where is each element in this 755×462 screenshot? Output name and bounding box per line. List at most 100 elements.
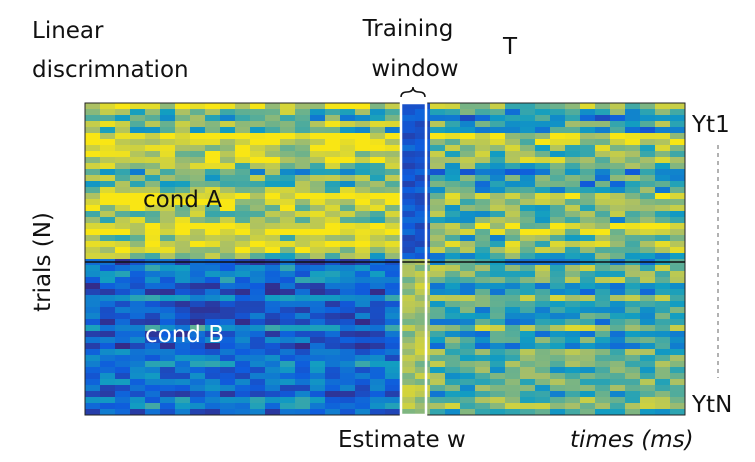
heat-cell [490,169,506,176]
heat-cell [610,169,626,176]
heat-cell [640,181,656,188]
heat-cell [100,163,116,170]
heat-cell [205,205,221,212]
heat-cell [445,109,461,116]
heat-cell [505,283,521,290]
heat-cell [415,271,431,278]
heat-cell [145,289,161,296]
heat-cell [400,379,416,386]
heat-cell [475,157,491,164]
heat-cell [220,307,236,314]
heat-cell [475,127,491,134]
heat-cell [445,157,461,164]
heat-cell [610,355,626,362]
heat-cell [595,277,611,284]
heat-cell [400,163,416,170]
heat-cell [325,325,341,332]
heat-cell [475,211,491,218]
heat-cell [220,277,236,284]
heat-cell [160,235,176,242]
heat-cell [655,271,671,278]
heat-cell [265,325,281,332]
heat-cell [550,247,566,254]
heat-cell [550,175,566,182]
heat-cell [430,169,446,176]
heat-cell [175,277,191,284]
heat-cell [490,367,506,374]
heat-cell [295,127,311,134]
heat-cell [175,331,191,338]
heat-cell [205,367,221,374]
heat-cell [235,121,251,128]
heat-cell [100,241,116,248]
heat-cell [670,343,686,350]
heat-cell [190,127,206,134]
heat-cell [280,277,296,284]
heat-cell [550,217,566,224]
heat-cell [175,169,191,176]
heat-cell [85,403,101,410]
heat-cell [355,283,371,290]
heat-cell [160,391,176,398]
heat-cell [385,319,401,326]
heat-cell [505,199,521,206]
heat-cell [175,139,191,146]
heat-cell [640,277,656,284]
heat-cell [535,397,551,404]
heat-cell [415,367,431,374]
heat-cell [610,109,626,116]
heat-cell [175,361,191,368]
heat-cell [670,295,686,302]
heat-cell [205,157,221,164]
heat-cell [430,409,446,416]
heat-cell [175,349,191,356]
heat-cell [625,241,641,248]
heat-cell [460,325,476,332]
heat-cell [205,277,221,284]
heat-cell [220,205,236,212]
heat-cell [430,181,446,188]
heat-cell [580,397,596,404]
heat-cell [280,295,296,302]
heat-cell [385,271,401,278]
heat-cell [610,325,626,332]
heat-cell [190,139,206,146]
heat-cell [520,289,536,296]
heat-cell [310,115,326,122]
heat-cell [595,409,611,416]
heat-cell [295,235,311,242]
heat-cell [310,163,326,170]
heat-cell [595,295,611,302]
heat-cell [250,367,266,374]
heat-cell [310,205,326,212]
heat-cell [355,289,371,296]
heat-cell [175,409,191,416]
heat-cell [565,379,581,386]
heat-cell [580,103,596,110]
heat-cell [655,127,671,134]
heat-cell [550,409,566,416]
heat-cell [310,361,326,368]
heat-cell [670,223,686,230]
heat-cell [610,289,626,296]
heat-cell [355,169,371,176]
heat-cell [205,355,221,362]
heat-cell [520,103,536,110]
heat-cell [595,223,611,230]
cond-a-label: cond A [143,187,222,213]
heat-cell [325,289,341,296]
heat-cell [595,403,611,410]
heat-cell [265,253,281,260]
heat-cell [655,373,671,380]
heat-cell [280,283,296,290]
heat-cell [100,289,116,296]
heat-cell [85,217,101,224]
heat-cell [235,373,251,380]
heat-cell [115,409,131,416]
heat-cell [310,127,326,134]
heat-cell [325,163,341,170]
heat-cell [535,169,551,176]
heat-cell [595,187,611,194]
heat-cell [400,187,416,194]
heat-cell [340,277,356,284]
